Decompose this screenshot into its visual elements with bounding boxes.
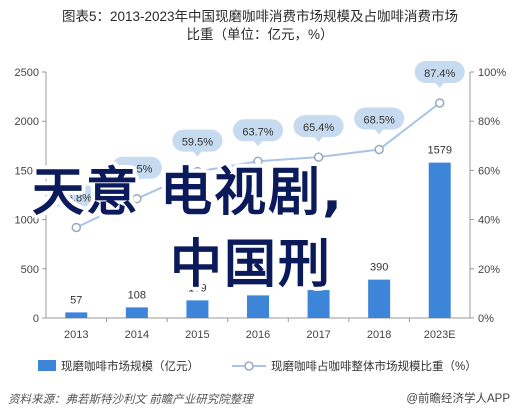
data-label-bubble	[172, 129, 223, 152]
y-left-tick-label: 0	[33, 313, 39, 325]
y-left-tick-label: 1000	[15, 215, 39, 227]
line-value-label: 48.5%	[121, 164, 152, 176]
y-left-tick-label: 1500	[15, 165, 39, 177]
bar	[307, 290, 330, 318]
bar-value-label: 230	[249, 277, 267, 289]
x-tick-label: 2013	[64, 329, 88, 341]
source-note: 资料来源：弗若斯特沙利文 前瞻产业研究院整理	[8, 394, 253, 406]
data-label-bubble	[111, 156, 162, 179]
legend-label-bar: 现磨咖啡市场规模（亿元）	[61, 359, 199, 373]
y-right-tick-label: 80%	[478, 116, 500, 128]
y-left-tick-label: 2000	[15, 116, 39, 128]
data-label-bubble	[414, 60, 465, 83]
overlay-text-line2: 中国刑	[170, 235, 333, 295]
data-label-bubble	[354, 107, 405, 130]
bar-value-label: 284	[309, 272, 327, 284]
line-group: 36.8% 48.5% 59.5% 63.7% 65.4% 68.5% 87.4%	[51, 60, 465, 233]
data-label-pointer	[313, 136, 324, 143]
y-right-tick-label: 60%	[478, 165, 500, 177]
line-point	[313, 152, 324, 162]
data-label-pointer	[71, 206, 82, 213]
x-tick-label: 2014	[125, 329, 149, 341]
bar-value-label: 390	[370, 262, 388, 274]
x-tick-label: 2017	[306, 329, 330, 341]
bar-value-label: 179	[188, 282, 206, 294]
line-value-label: 68.5%	[364, 114, 395, 126]
bar	[428, 162, 451, 318]
y-right-tick-label: 40%	[478, 215, 500, 227]
publisher-logo: @前瞻经济学人APP	[406, 393, 510, 405]
bar	[65, 312, 88, 318]
data-label-bubble	[233, 119, 283, 142]
data-label-bubble	[51, 185, 102, 208]
line-value-label: 36.8%	[61, 192, 92, 204]
x-tick-label: 2023E	[424, 329, 456, 341]
x-tick-label: 2016	[246, 329, 270, 341]
chart-title-line2: 比重（单位：亿元，%）	[186, 27, 334, 42]
line-point	[71, 222, 82, 233]
line-point	[253, 156, 263, 167]
data-label-pointer	[192, 150, 203, 157]
chart-title-line1: 图表5：2013-2023年中国现磨咖啡消费市场规模及占咖啡消费市场	[61, 9, 459, 24]
line-point	[192, 166, 203, 177]
y-right-tick-label: 20%	[478, 264, 500, 276]
legend-group: 现磨咖啡市场规模（亿元） 现磨咖啡占咖啡整体市场规模比重（%）	[38, 359, 477, 373]
y-left-tick-label: 2500	[15, 67, 39, 79]
bar	[186, 300, 209, 318]
data-label-pointer	[434, 81, 445, 88]
line-value-label: 87.4%	[424, 68, 455, 80]
data-label-pointer	[253, 140, 263, 147]
y-left-tick-label: 500	[21, 264, 39, 276]
y-right-tick-label: 0%	[478, 313, 494, 325]
line-value-label: 59.5%	[182, 137, 213, 149]
x-tick-label: 2015	[185, 329, 209, 341]
axes-group: 0 500 1000 1500 2000 2500 0% 20% 40% 60% 80% 100% 20…	[15, 67, 507, 341]
bar	[125, 307, 148, 318]
line-point	[434, 98, 445, 108]
bars-group: 57 108 179 230 284 390 1579	[65, 145, 452, 318]
data-label-bubble	[293, 115, 344, 138]
legend-label-line: 现磨咖啡占咖啡整体市场规模比重（%）	[271, 359, 477, 373]
data-label-pointer	[374, 128, 385, 135]
line-point	[132, 193, 142, 204]
bar-value-label: 1579	[427, 145, 451, 157]
overlay-text-line1: 天意 电视剧,	[32, 163, 344, 223]
bar	[247, 295, 269, 318]
line-value-label: 63.7%	[242, 126, 273, 138]
line-value-label: 65.4%	[303, 122, 334, 134]
y-right-tick-label: 100%	[478, 67, 506, 79]
legend-swatch-marker	[244, 361, 254, 371]
data-label-pointer	[131, 177, 142, 184]
bar	[368, 279, 391, 318]
bar-value-label: 108	[128, 289, 146, 301]
line-point	[374, 144, 384, 155]
x-tick-label: 2018	[367, 329, 391, 341]
legend-swatch-bar	[38, 360, 56, 371]
bar-value-label: 57	[70, 294, 82, 306]
chart-title: 图表5：2013-2023年中国现磨咖啡消费市场规模及占咖啡消费市场 比重（单位…	[6, 8, 514, 44]
